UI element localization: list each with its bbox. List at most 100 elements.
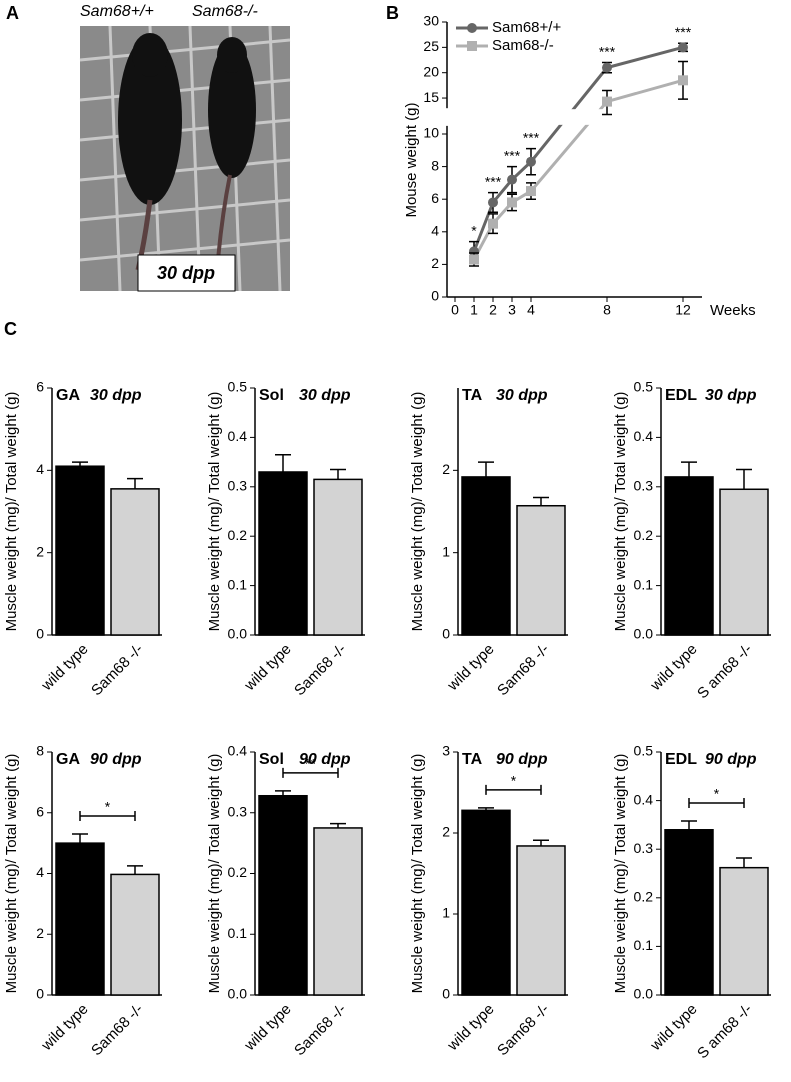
y-axis-label: Muscle weight (mg)/ Total weight (g)	[409, 392, 426, 632]
significance-label: ***	[599, 43, 616, 59]
chart-subtitle: 30 dpp	[299, 387, 351, 404]
y-tick-label: 6	[36, 379, 44, 395]
error-bar	[478, 461, 494, 477]
y-tick-label: 0.1	[228, 576, 248, 592]
y-tick-label: 0	[442, 626, 450, 642]
point	[507, 197, 517, 208]
x-tick-label: Sam68 -/-	[494, 641, 553, 700]
bar	[55, 465, 105, 636]
chart-title: GA	[56, 751, 80, 768]
y-tick-label: 0.5	[228, 379, 248, 395]
y-tick-label: 1	[442, 905, 450, 921]
point	[488, 197, 498, 208]
y-tick-label: 30	[423, 13, 439, 29]
significance-bracket	[79, 811, 136, 822]
chart-subtitle: 30 dpp	[705, 387, 757, 404]
significance-label: ***	[675, 24, 692, 40]
x-tick-label: wild type	[38, 1001, 92, 1055]
mouse-head	[217, 37, 247, 73]
x-tick-label: 4	[527, 302, 535, 318]
y-tick-label: 0.3	[228, 478, 248, 494]
x-tick-label: wild type	[444, 1001, 498, 1055]
bar	[516, 504, 566, 636]
chart-subtitle: 30 dpp	[496, 387, 548, 404]
significance-label: *	[105, 799, 111, 815]
significance-label: **	[305, 756, 316, 772]
x-tick-label: 12	[675, 302, 691, 318]
y-axis-label: Muscle weight (mg)/ Total weight (g)	[206, 754, 223, 994]
y-tick-label: 2	[36, 543, 44, 559]
x-tick-label: wild type	[38, 641, 92, 695]
error-bar	[72, 461, 88, 467]
bar	[258, 794, 308, 996]
error-bar	[681, 461, 697, 477]
y-tick-label: 0.0	[634, 986, 654, 1002]
photo: 30 dpp Sam68+/+ Sam68-/-	[79, 3, 291, 292]
y-tick-label: 0.3	[228, 803, 248, 819]
y-tick-label: 4	[36, 864, 44, 880]
y-axis-label: Muscle weight (mg)/ Total weight (g)	[409, 754, 426, 994]
y-axis-label: Muscle weight (mg)/ Total weight (g)	[3, 754, 20, 994]
bar	[719, 488, 769, 636]
y-axis-label: Muscle weight (mg)/ Total weight (g)	[612, 392, 629, 632]
point	[526, 156, 536, 167]
mouse	[118, 35, 182, 205]
chart-subtitle: 90 dpp	[705, 751, 757, 768]
significance-label: ***	[504, 147, 521, 163]
y-tick-label: 0.4	[228, 428, 248, 444]
bar	[313, 478, 363, 636]
bar	[461, 476, 511, 636]
point	[678, 42, 688, 53]
y-tick-label: 6	[36, 803, 44, 819]
error-bar	[736, 857, 752, 868]
x-tick-label: Sam68 -/-	[88, 641, 147, 700]
y-tick-label: 0.4	[228, 743, 248, 759]
y-tick-label: 10	[423, 125, 439, 141]
y-tick-label: 0.5	[634, 379, 654, 395]
legend-marker	[467, 23, 477, 33]
y-tick-label: 15	[423, 89, 439, 105]
y-tick-label: 25	[423, 38, 439, 54]
error-bar	[72, 833, 88, 844]
chart-title: Sol	[259, 387, 284, 404]
y-tick-label: 0	[431, 288, 439, 304]
x-tick-label: wild type	[444, 641, 498, 695]
legend-label: Sam68+/+	[492, 19, 561, 36]
x-tick-label: Sam68 -/-	[291, 1001, 350, 1060]
bar	[55, 842, 105, 996]
y-tick-label: 0.2	[228, 527, 248, 543]
error-bar	[275, 453, 291, 472]
significance-bracket	[282, 767, 339, 778]
error-bar	[330, 468, 346, 480]
bar	[110, 488, 160, 636]
x-tick-label: Sam68 -/-	[88, 1001, 147, 1060]
mouse	[208, 42, 256, 178]
bar	[461, 809, 511, 996]
chart-title: TA	[462, 751, 483, 768]
y-tick-label: 4	[431, 223, 439, 239]
bar	[313, 827, 363, 996]
x-tick-label: wild type	[241, 1001, 295, 1055]
y-tick-label: 0.1	[634, 576, 654, 592]
chart-title: Sol	[259, 751, 284, 768]
y-tick-label: 0.2	[228, 864, 248, 880]
x-tick-label: wild type	[647, 1001, 701, 1055]
y-axis-label: Muscle weight (mg)/ Total weight (g)	[206, 392, 223, 632]
x-tick-label: 1	[470, 302, 478, 318]
y-tick-label: 0.1	[634, 937, 654, 953]
y-tick-label: 2	[431, 255, 439, 271]
error-bar	[736, 468, 752, 490]
x-tick-label: 0	[451, 302, 459, 318]
chart-subtitle: 90 dpp	[496, 751, 548, 768]
mouse-tail	[216, 174, 232, 261]
point	[469, 254, 479, 265]
x-tick-label: 8	[603, 302, 611, 318]
error-bar	[681, 820, 697, 830]
error-bar	[127, 477, 143, 489]
y-tick-label: 2	[442, 824, 450, 840]
y-tick-label: 0	[442, 986, 450, 1002]
point	[507, 174, 517, 185]
chart-title: EDL	[665, 751, 697, 768]
bar	[719, 866, 769, 996]
bar	[516, 845, 566, 996]
